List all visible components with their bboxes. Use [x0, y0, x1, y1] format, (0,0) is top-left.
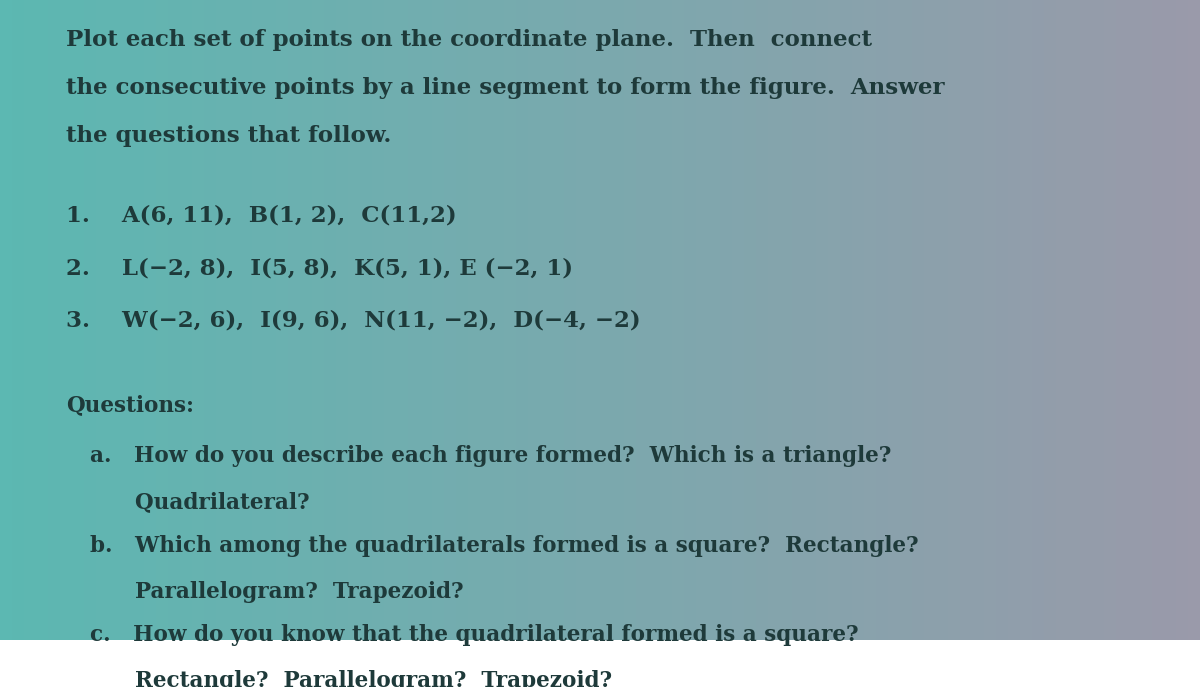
Text: 1.    A(6, 11),  B(1, 2),  C(11,2): 1. A(6, 11), B(1, 2), C(11,2): [66, 205, 457, 227]
Text: Questions:: Questions:: [66, 394, 194, 416]
Text: Parallelogram?  Trapezoid?: Parallelogram? Trapezoid?: [90, 581, 463, 602]
Text: c.   How do you know that the quadrilateral formed is a square?: c. How do you know that the quadrilatera…: [90, 624, 859, 646]
Text: Rectangle?  Parallelogram?  Trapezoid?: Rectangle? Parallelogram? Trapezoid?: [90, 671, 612, 687]
Text: 3.    W(−2, 6),  I(9, 6),  N(11, −2),  D(−4, −2): 3. W(−2, 6), I(9, 6), N(11, −2), D(−4, −…: [66, 310, 641, 332]
Text: Quadrilateral?: Quadrilateral?: [90, 491, 310, 513]
Text: 2.    L(−2, 8),  I(5, 8),  K(5, 1), E (−2, 1): 2. L(−2, 8), I(5, 8), K(5, 1), E (−2, 1): [66, 258, 574, 280]
Text: the consecutive points by a line segment to form the figure.  Answer: the consecutive points by a line segment…: [66, 77, 944, 99]
Text: a.   How do you describe each figure formed?  Which is a triangle?: a. How do you describe each figure forme…: [90, 445, 892, 467]
Text: the questions that follow.: the questions that follow.: [66, 125, 391, 147]
Text: Plot each set of points on the coordinate plane.  Then  connect: Plot each set of points on the coordinat…: [66, 29, 872, 51]
Text: b.   Which among the quadrilaterals formed is a square?  Rectangle?: b. Which among the quadrilaterals formed…: [90, 534, 919, 556]
